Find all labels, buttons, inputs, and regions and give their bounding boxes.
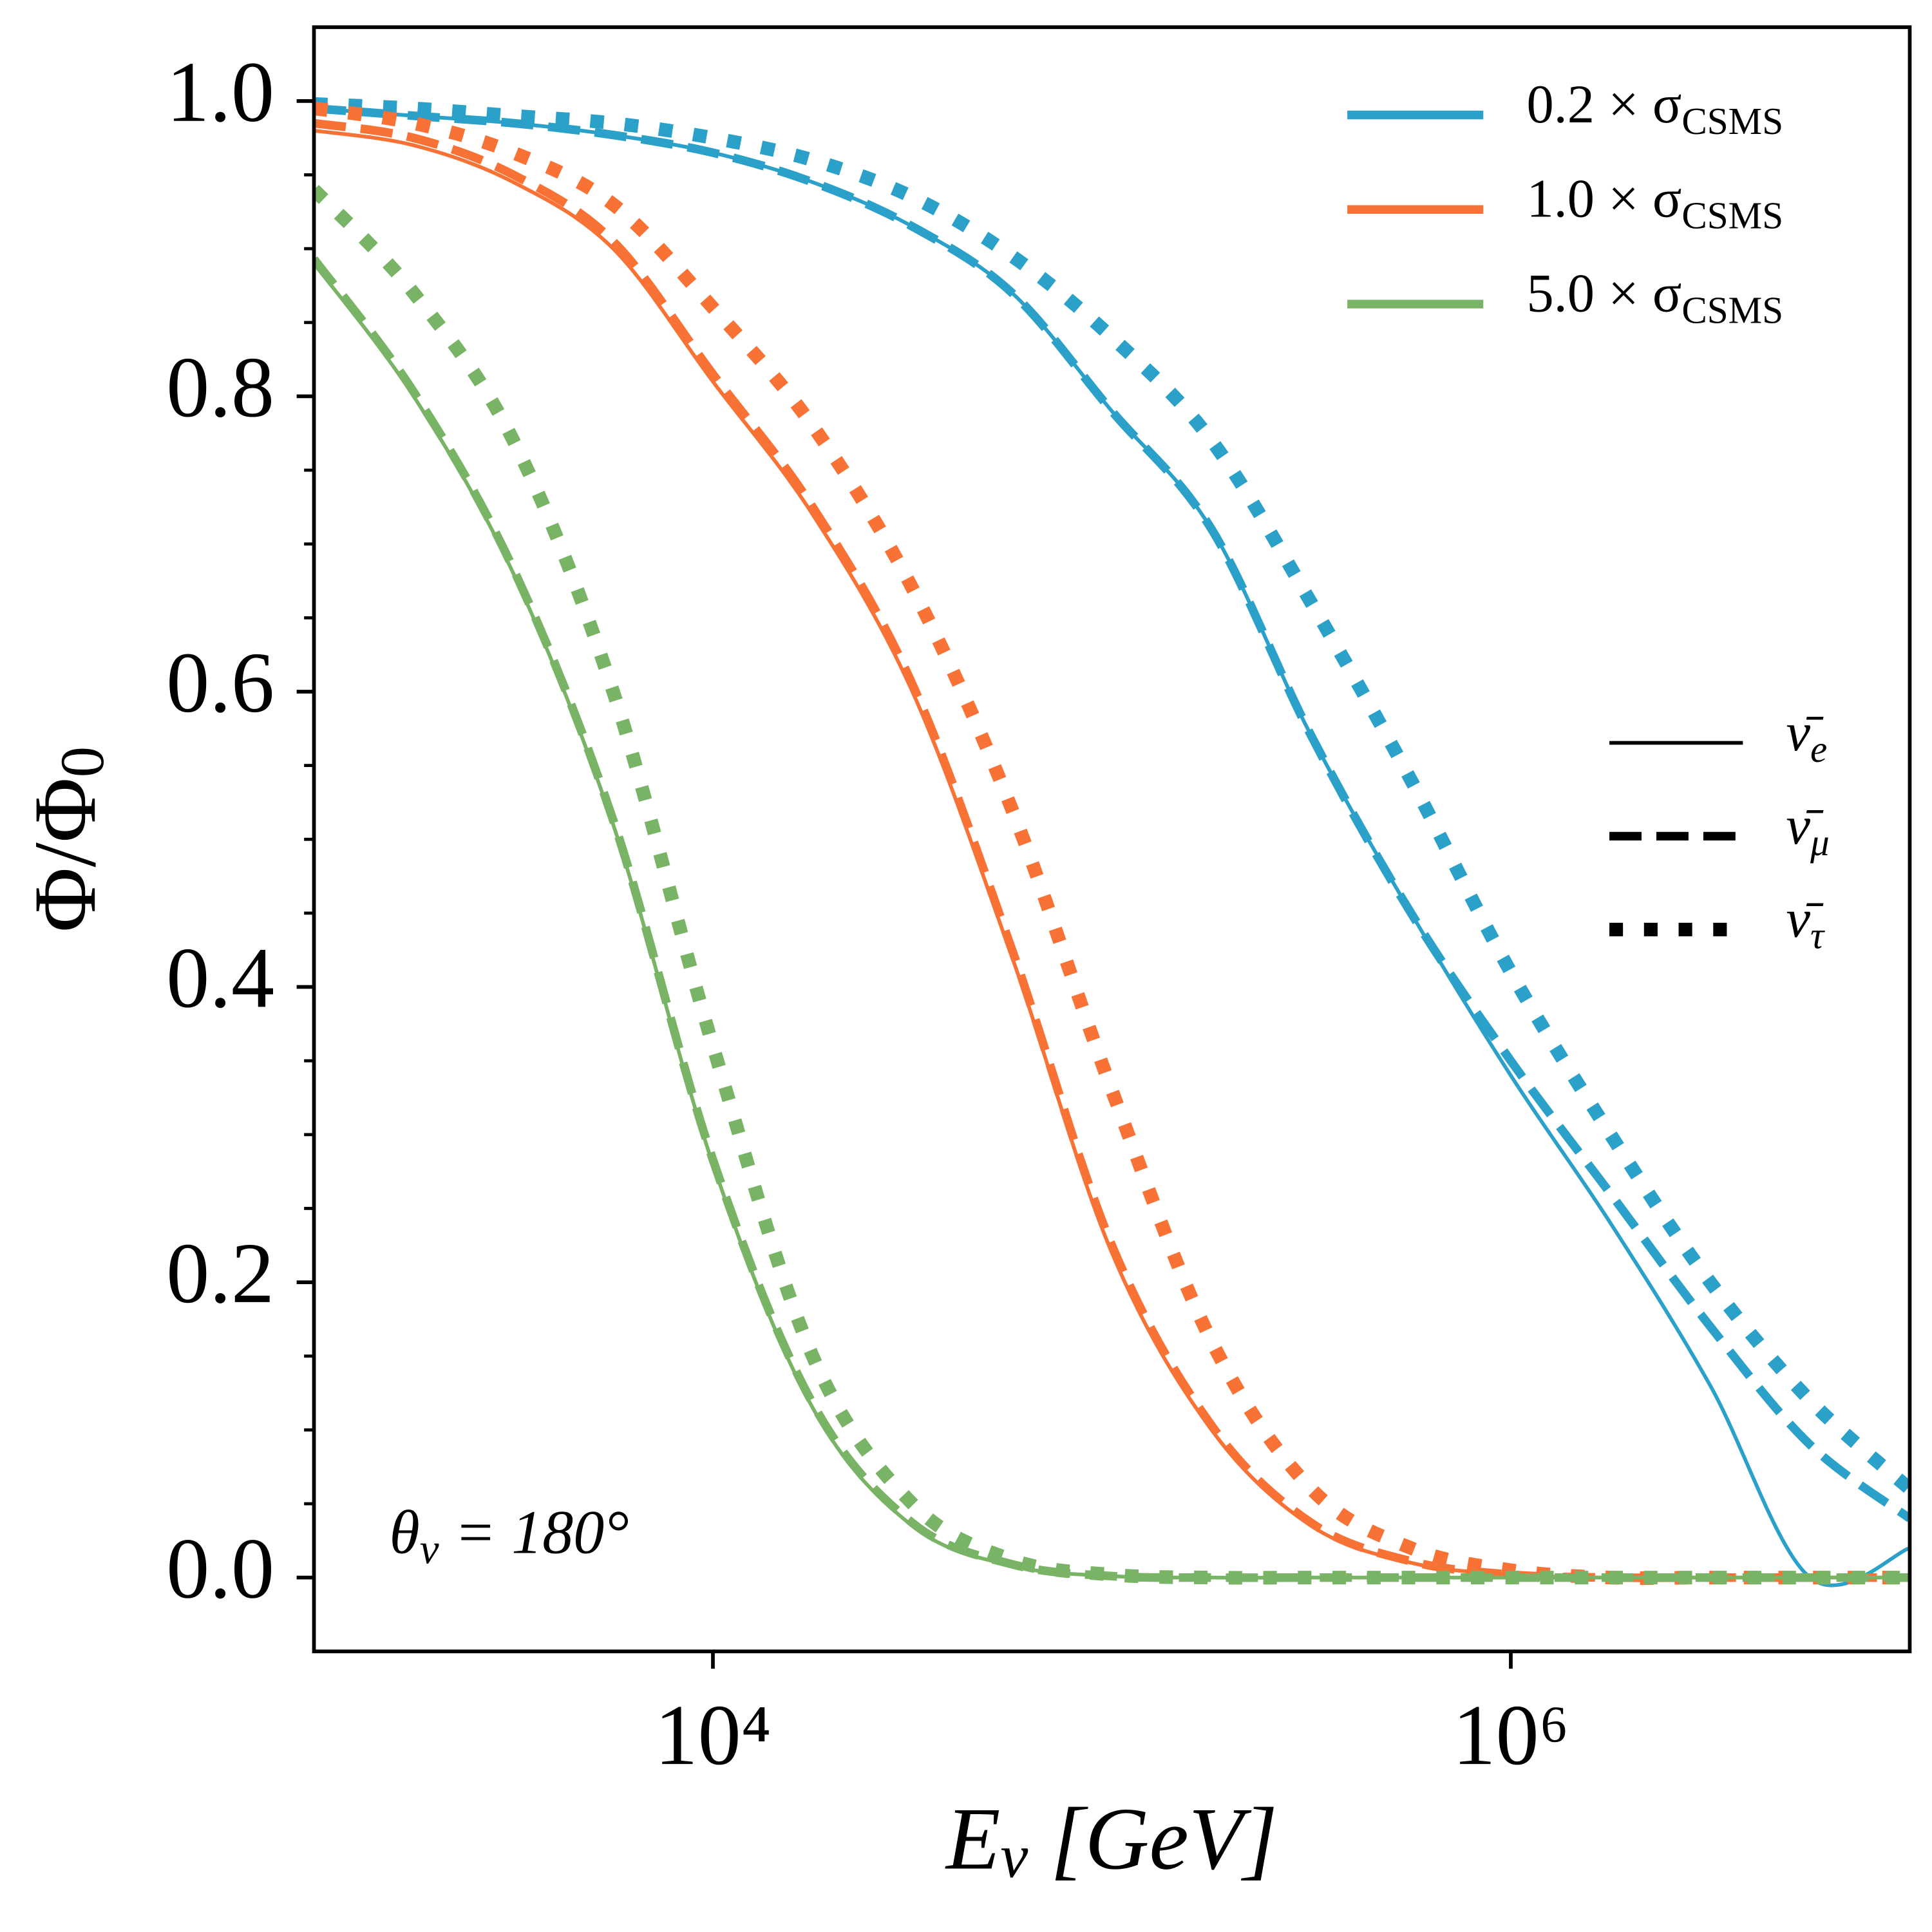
series-line	[314, 256, 1910, 1582]
y-axis-label-part: Φ/Φ	[15, 777, 114, 932]
legend-label: 1.0 × σCSMS	[1526, 169, 1783, 236]
x-axis-label-part: E	[945, 1789, 1000, 1888]
y-tick-label: 0.0	[166, 1520, 274, 1616]
x-tick-label: 10⁶	[1452, 1687, 1569, 1783]
y-tick-label: 0.4	[166, 930, 274, 1026]
legend-label-part: CSMS	[1681, 99, 1783, 142]
y-tick-label: 1.0	[166, 44, 274, 140]
legend-label-part: CSMS	[1681, 194, 1783, 236]
legend-label-part: 0.2 × σ	[1526, 75, 1681, 135]
series-line	[314, 97, 1910, 1494]
series-line	[314, 185, 1910, 1585]
legend-label-part: μ	[1810, 820, 1830, 863]
series-line	[314, 262, 1910, 1580]
annotation-part: θ	[390, 1498, 420, 1567]
y-tick-label: 0.2	[166, 1226, 274, 1321]
legend-label: 0.2 × σCSMS	[1526, 75, 1783, 142]
legend-label-part: e	[1810, 727, 1827, 770]
legend-label: 5.0 × σCSMS	[1526, 264, 1783, 331]
plot-lines	[314, 97, 1910, 1587]
legend-label: ν̄τ	[1786, 889, 1825, 956]
annotation: θν = 180°	[390, 1498, 629, 1573]
legend-label-part: 5.0 × σ	[1526, 264, 1681, 324]
series-line	[314, 101, 1910, 1586]
x-axis-label-part: [GeV]	[1028, 1789, 1278, 1888]
annotation-part: ν	[420, 1525, 439, 1573]
y-tick-label: 0.8	[166, 339, 274, 435]
series-line	[314, 118, 1910, 1582]
y-tick-label: 0.6	[166, 635, 274, 731]
legend-label-part: CSMS	[1681, 289, 1783, 331]
legend-label-part: τ	[1810, 914, 1825, 956]
legend-label: ν̄μ	[1786, 796, 1830, 863]
x-tick-label: 10⁴	[654, 1687, 771, 1783]
y-axis-label: Φ/Φ0	[15, 746, 117, 933]
x-axis-label: Eν [GeV]	[945, 1789, 1278, 1891]
y-axis-label-part: 0	[48, 746, 117, 777]
legend-label-part: 1.0 × σ	[1526, 169, 1681, 229]
x-axis-label-part: ν	[1000, 1822, 1028, 1891]
legend-label: ν̄e	[1786, 703, 1828, 770]
series-line	[314, 128, 1910, 1580]
annotation-part: = 180°	[439, 1498, 629, 1567]
series-line	[314, 106, 1910, 1587]
